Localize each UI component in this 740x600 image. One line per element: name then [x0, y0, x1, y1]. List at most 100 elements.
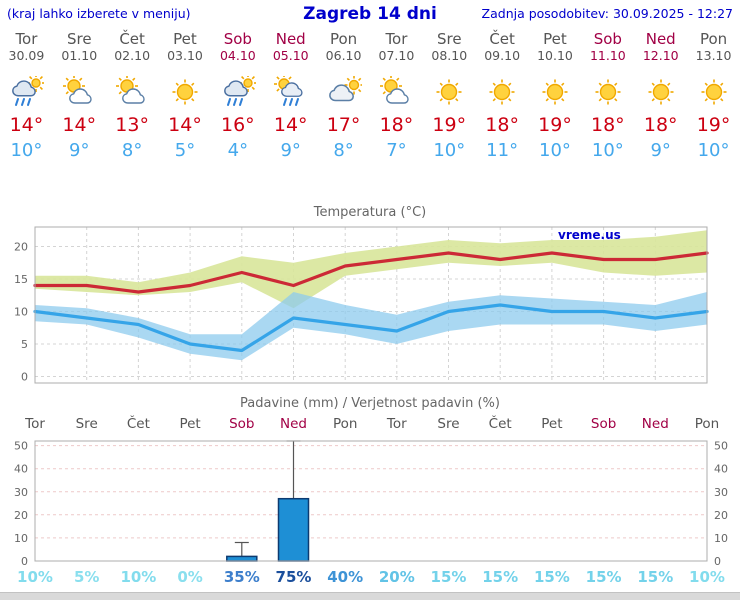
day-column-8: Tor 07.10 18° 7° [370, 30, 423, 162]
sunny-icon [423, 76, 476, 110]
sunny-icon [687, 76, 740, 110]
svg-text:15: 15 [14, 273, 28, 286]
day-name: Čet [119, 30, 145, 48]
precip-day-label: Pon [694, 416, 720, 432]
svg-text:20: 20 [14, 509, 28, 522]
svg-text:0: 0 [21, 555, 28, 567]
precip-day-label: Sob [590, 416, 617, 432]
svg-text:10: 10 [14, 306, 28, 319]
day-name: Čet [489, 30, 515, 48]
svg-text:20: 20 [714, 509, 728, 522]
partly-cloudy-icon [370, 76, 423, 110]
day-column-11: Pet 10.10 19° 10° [529, 30, 582, 162]
low-temperature: 4° [227, 140, 249, 161]
precip-probability: 5% [73, 568, 100, 586]
day-column-13: Ned 12.10 18° 9° [634, 30, 687, 162]
day-date: 30.09 [8, 48, 45, 63]
svg-text:50: 50 [714, 440, 728, 453]
day-column-3: Čet 02.10 13° 8° [106, 30, 159, 162]
svg-text:0: 0 [21, 371, 28, 384]
low-temperature: 10° [697, 140, 730, 161]
precip-day-label: Pet [179, 416, 201, 432]
day-name: Tor [15, 30, 38, 48]
day-date: 05.10 [272, 48, 309, 63]
low-temperature: 9° [650, 140, 671, 161]
day-name: Sob [223, 30, 252, 48]
sunny-icon [634, 76, 687, 110]
day-name: Ned [275, 30, 306, 48]
high-temperature: 19° [538, 114, 572, 136]
low-temperature: 7° [386, 140, 407, 161]
high-temperature: 18° [485, 114, 519, 136]
menu-hint: (kraj lahko izberete v meniju) [7, 6, 191, 21]
precip-probability: 10% [17, 568, 53, 586]
precip-probability: 10% [120, 568, 157, 586]
low-temperature: 5° [174, 140, 196, 161]
low-temperature: 10° [591, 140, 624, 161]
temperature-chart: 0 5 10 15 20 vreme.us [0, 221, 740, 391]
svg-text:20: 20 [14, 241, 28, 254]
day-name: Pet [173, 30, 197, 48]
last-updated: Zadnja posodobitev: 30.09.2025 - 12:27 [481, 6, 733, 21]
day-date: 06.10 [325, 48, 362, 63]
day-date: 04.10 [219, 48, 256, 63]
high-temperature: 16° [221, 114, 255, 136]
day-date: 12.10 [642, 48, 679, 63]
precip-day-label: Pon [332, 416, 358, 432]
day-date: 10.10 [537, 48, 573, 63]
day-column-4: Pet 03.10 14° 5° [159, 30, 212, 162]
precip-probability: 40% [327, 568, 364, 586]
low-temperature: 10° [10, 140, 43, 161]
precip-probability: 35% [223, 568, 260, 586]
low-temperature: 9° [69, 140, 90, 161]
precip-day-label: Pet [541, 416, 563, 432]
day-column-7: Pon 06.10 17° 8° [317, 30, 370, 162]
precip-day-label: Sob [229, 416, 255, 432]
day-column-14: Pon 13.10 19° 10° [687, 30, 740, 162]
low-temperature: 11° [486, 140, 519, 161]
precip-probability: 0% [177, 568, 203, 586]
precip-day-label: Čet [488, 416, 512, 432]
precip-probability-row: 10% 5% 10% 0% 35% 75% 40% 20% 15% 15% 15% 15% 15% 10% [0, 568, 740, 588]
precip-probability: 15% [430, 568, 467, 586]
svg-text:30: 30 [714, 486, 728, 499]
sunny-icon [476, 76, 529, 110]
day-column-1: Tor 30.09 14° 10° [0, 30, 53, 162]
day-column-2: Sre 01.10 14° 9° [53, 30, 106, 162]
day-name: Sre [66, 30, 92, 48]
precip-day-label: Ned [280, 416, 307, 432]
day-column-9: Sre 08.10 19° 10° [423, 30, 476, 162]
precip-day-label: Tor [386, 416, 407, 432]
precip-day-labels: Tor Sre Čet Pet Sob Ned Pon Tor Sre Čet Pet Sob Ned P… [0, 416, 740, 437]
watermark: vreme.us [558, 228, 621, 242]
day-name: Pon [329, 30, 358, 48]
precipitation-chart: 0 0 10 10 20 20 30 30 40 40 50 50 [0, 437, 740, 568]
day-date: 09.10 [484, 48, 521, 63]
svg-text:10: 10 [14, 532, 28, 545]
sunny-icon [581, 76, 634, 110]
sunny-icon [159, 76, 212, 110]
day-name: Pon [699, 30, 728, 48]
precip-day-label: Sre [75, 416, 98, 432]
day-name: Sob [593, 30, 622, 48]
precip-probability: 15% [533, 568, 570, 586]
svg-text:40: 40 [14, 463, 28, 476]
precip-probability: 20% [378, 568, 415, 586]
horizontal-scrollbar[interactable] [0, 592, 740, 600]
sun-showers-icon [264, 76, 317, 110]
svg-text:10: 10 [714, 532, 728, 545]
svg-text:0: 0 [714, 555, 721, 567]
day-name: Pet [543, 30, 567, 48]
day-date: 03.10 [167, 48, 203, 63]
day-column-12: Sob 11.10 18° 10° [581, 30, 634, 162]
cloudy-icon [317, 76, 370, 110]
rain-icon [0, 76, 53, 110]
low-temperature: 10° [539, 140, 571, 161]
day-name: Ned [645, 30, 676, 48]
day-date: 08.10 [431, 48, 468, 63]
rain-icon [211, 76, 264, 110]
temp-chart-title: Temperatura (°C) [313, 205, 427, 220]
svg-text:5: 5 [21, 338, 28, 351]
partly-cloudy-icon [106, 76, 159, 110]
